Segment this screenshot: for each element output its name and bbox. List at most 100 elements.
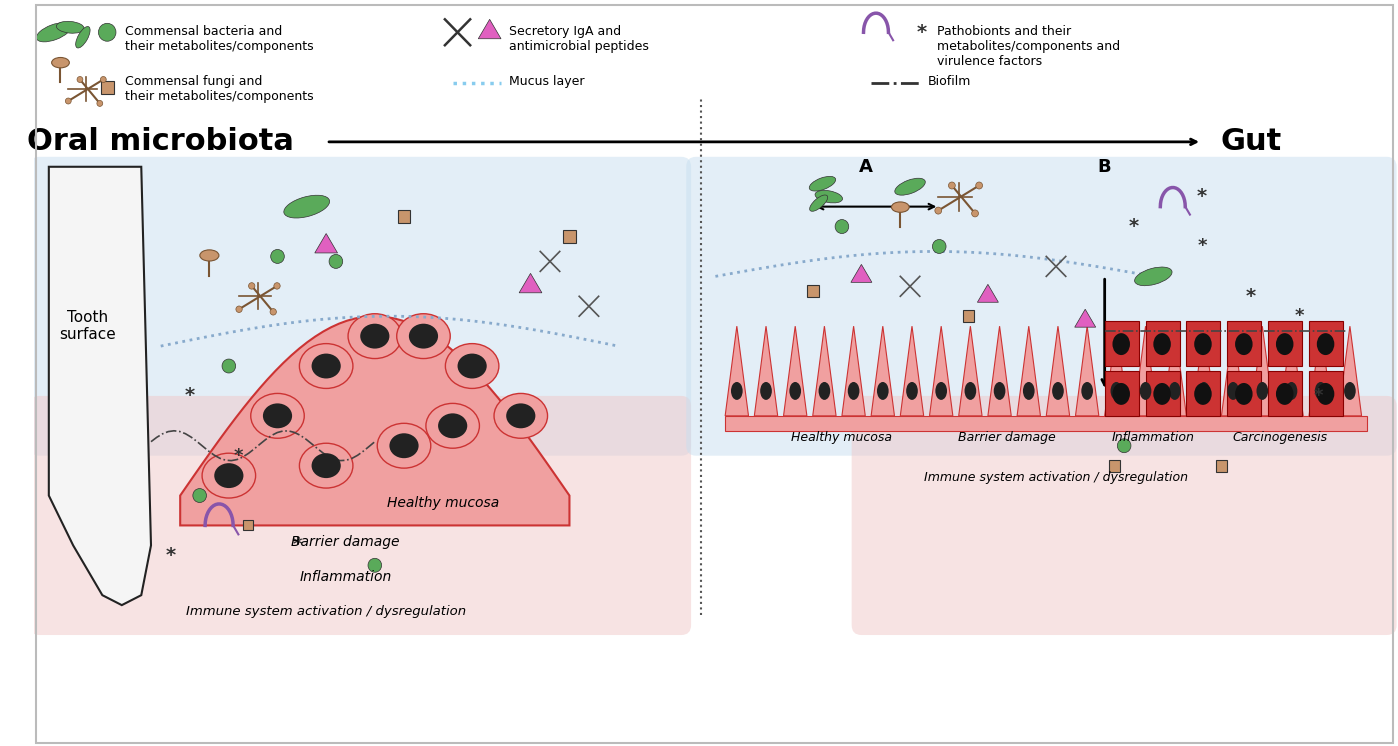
Circle shape: [193, 489, 207, 503]
Ellipse shape: [1139, 382, 1152, 400]
Ellipse shape: [1234, 333, 1253, 355]
Circle shape: [935, 207, 942, 214]
Text: Barrier damage: Barrier damage: [291, 536, 400, 549]
Circle shape: [98, 23, 116, 41]
Circle shape: [368, 558, 382, 572]
Polygon shape: [930, 326, 953, 416]
Ellipse shape: [1135, 267, 1172, 286]
Polygon shape: [755, 326, 777, 416]
Text: Biofilm: Biofilm: [927, 75, 972, 88]
Bar: [243, 521, 253, 530]
Ellipse shape: [1153, 383, 1172, 405]
Text: Gut: Gut: [1220, 128, 1281, 157]
Ellipse shape: [36, 22, 71, 42]
Ellipse shape: [1194, 333, 1212, 355]
Bar: [1187, 371, 1220, 416]
Ellipse shape: [408, 324, 438, 348]
Circle shape: [77, 77, 82, 83]
Text: *: *: [1128, 217, 1139, 236]
Polygon shape: [1251, 326, 1274, 416]
Bar: [1145, 322, 1180, 366]
Bar: [1268, 322, 1302, 366]
Polygon shape: [1192, 326, 1216, 416]
Ellipse shape: [935, 382, 946, 400]
Ellipse shape: [1317, 383, 1334, 405]
Ellipse shape: [761, 382, 772, 400]
Polygon shape: [1134, 326, 1158, 416]
Bar: [1309, 322, 1343, 366]
Bar: [1216, 460, 1227, 471]
Polygon shape: [1075, 326, 1099, 416]
Polygon shape: [315, 233, 337, 253]
Bar: [1109, 460, 1120, 471]
Ellipse shape: [263, 404, 292, 428]
Circle shape: [249, 283, 254, 289]
Ellipse shape: [1198, 382, 1209, 400]
Polygon shape: [1338, 326, 1362, 416]
Ellipse shape: [377, 423, 431, 468]
Ellipse shape: [493, 393, 548, 438]
Ellipse shape: [994, 382, 1005, 400]
Ellipse shape: [847, 382, 860, 400]
Circle shape: [835, 219, 849, 233]
Ellipse shape: [1276, 383, 1293, 405]
Circle shape: [932, 239, 946, 254]
Ellipse shape: [1153, 333, 1172, 355]
Bar: [1227, 322, 1261, 366]
Polygon shape: [988, 326, 1011, 416]
Text: *: *: [917, 23, 927, 42]
Bar: [563, 230, 576, 243]
Ellipse shape: [1113, 333, 1130, 355]
Text: Healthy mucosa: Healthy mucosa: [387, 495, 499, 510]
Ellipse shape: [312, 354, 341, 378]
Bar: [1104, 371, 1139, 416]
Polygon shape: [1104, 326, 1128, 416]
Ellipse shape: [397, 314, 450, 359]
Ellipse shape: [1316, 382, 1327, 400]
Text: *: *: [185, 386, 194, 405]
Ellipse shape: [819, 382, 830, 400]
Text: Tooth
surface: Tooth surface: [59, 310, 116, 342]
Circle shape: [274, 283, 280, 289]
Bar: [1187, 322, 1220, 366]
Polygon shape: [871, 326, 895, 416]
Circle shape: [1117, 439, 1131, 453]
Ellipse shape: [284, 195, 330, 218]
Polygon shape: [977, 284, 998, 302]
Text: Pathobionts and their
metabolites/components and
virulence factors: Pathobionts and their metabolites/compon…: [937, 25, 1120, 69]
Bar: [1227, 371, 1261, 416]
Ellipse shape: [312, 454, 341, 478]
Circle shape: [948, 182, 955, 189]
Polygon shape: [726, 326, 748, 416]
Text: *: *: [292, 536, 302, 554]
Ellipse shape: [892, 202, 909, 213]
Ellipse shape: [1194, 383, 1212, 405]
Ellipse shape: [457, 354, 487, 378]
Bar: [397, 210, 411, 223]
Bar: [963, 310, 974, 322]
FancyBboxPatch shape: [686, 157, 1397, 456]
Text: Inflammation: Inflammation: [1111, 430, 1195, 444]
Text: Commensal fungi and
their metabolites/components: Commensal fungi and their metabolites/co…: [124, 75, 313, 103]
Ellipse shape: [438, 413, 467, 438]
Polygon shape: [959, 326, 981, 416]
Polygon shape: [1018, 326, 1040, 416]
Text: Inflammation: Inflammation: [299, 570, 391, 584]
Polygon shape: [900, 326, 924, 416]
Ellipse shape: [203, 454, 256, 498]
Text: *: *: [1197, 187, 1206, 206]
Polygon shape: [783, 326, 807, 416]
Bar: [1104, 322, 1139, 366]
Ellipse shape: [75, 27, 89, 48]
Ellipse shape: [1257, 382, 1268, 400]
Circle shape: [66, 98, 71, 104]
Ellipse shape: [214, 463, 243, 488]
Ellipse shape: [815, 190, 843, 203]
Text: Secretory IgA and
antimicrobial peptides: Secretory IgA and antimicrobial peptides: [509, 25, 649, 53]
Polygon shape: [478, 19, 500, 39]
Polygon shape: [1279, 326, 1303, 416]
Ellipse shape: [877, 382, 889, 400]
Circle shape: [972, 210, 979, 217]
Bar: [1145, 371, 1180, 416]
Ellipse shape: [895, 178, 925, 195]
